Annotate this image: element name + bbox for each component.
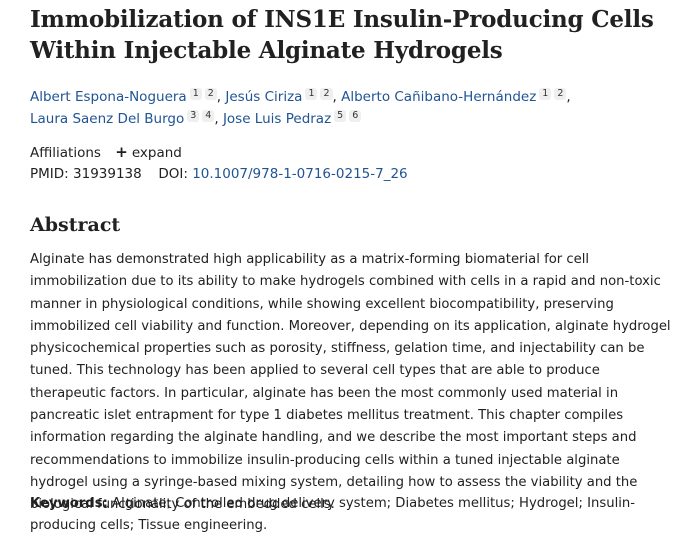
abstract-text: Alginate has demonstrated high applicabi… — [30, 252, 671, 513]
affiliation-ref[interactable]: 6 — [349, 109, 362, 122]
affiliations-label: Affiliations — [30, 145, 101, 161]
author-link[interactable]: Jose Luis Pedraz — [222, 111, 332, 127]
author-separator: , — [214, 111, 223, 127]
affiliation-ref[interactable]: 1 — [189, 87, 202, 100]
affiliation-ref[interactable]: 1 — [539, 87, 552, 100]
plus-icon: + — [115, 143, 128, 161]
author-separator: , — [566, 89, 571, 105]
author-link[interactable]: Jesús Ciriza — [225, 89, 303, 105]
abstract-heading: Abstract — [30, 214, 121, 236]
keywords-text: Alginate; Controlled drug delivery syste… — [30, 496, 636, 533]
identifiers-row: PMID: 31939138 DOI: 10.1007/978-1-0716-0… — [30, 164, 408, 184]
affiliation-ref[interactable]: 5 — [334, 109, 347, 122]
expand-label: expand — [131, 145, 182, 161]
affiliation-ref[interactable]: 1 — [305, 87, 318, 100]
author-link[interactable]: Alberto Cañibano-Hernández — [341, 89, 537, 105]
affiliation-ref[interactable]: 2 — [554, 87, 567, 100]
affiliation-ref[interactable]: 2 — [320, 87, 333, 100]
keywords-label: Keywords: — [30, 496, 108, 511]
affiliation-ref[interactable]: 3 — [187, 109, 200, 122]
pmid-label: PMID: — [30, 166, 69, 182]
affiliation-ref[interactable]: 2 — [204, 87, 217, 100]
author-link[interactable]: Laura Saenz Del Burgo — [30, 111, 185, 127]
affiliations-row: Affiliations + expand — [30, 142, 182, 163]
doi-link[interactable]: 10.1007/978-1-0716-0215-7_26 — [192, 166, 408, 182]
author-list: Albert Espona-Noguera 1 2, Jesús Ciriza 1 2,… — [30, 86, 670, 130]
doi-label: DOI: — [158, 166, 188, 182]
article-title: Immobilization of INS1E Insulin-Producin… — [30, 6, 654, 64]
expand-affiliations-button[interactable]: + expand — [115, 143, 182, 161]
pmid-value: 31939138 — [73, 166, 142, 182]
author-separator: , — [216, 89, 226, 105]
affiliation-ref[interactable]: 4 — [202, 109, 215, 122]
author-separator: , — [332, 89, 342, 105]
keywords: Keywords: Alginate; Controlled drug deli… — [30, 493, 670, 537]
author-link[interactable]: Albert Espona-Noguera — [30, 89, 187, 105]
